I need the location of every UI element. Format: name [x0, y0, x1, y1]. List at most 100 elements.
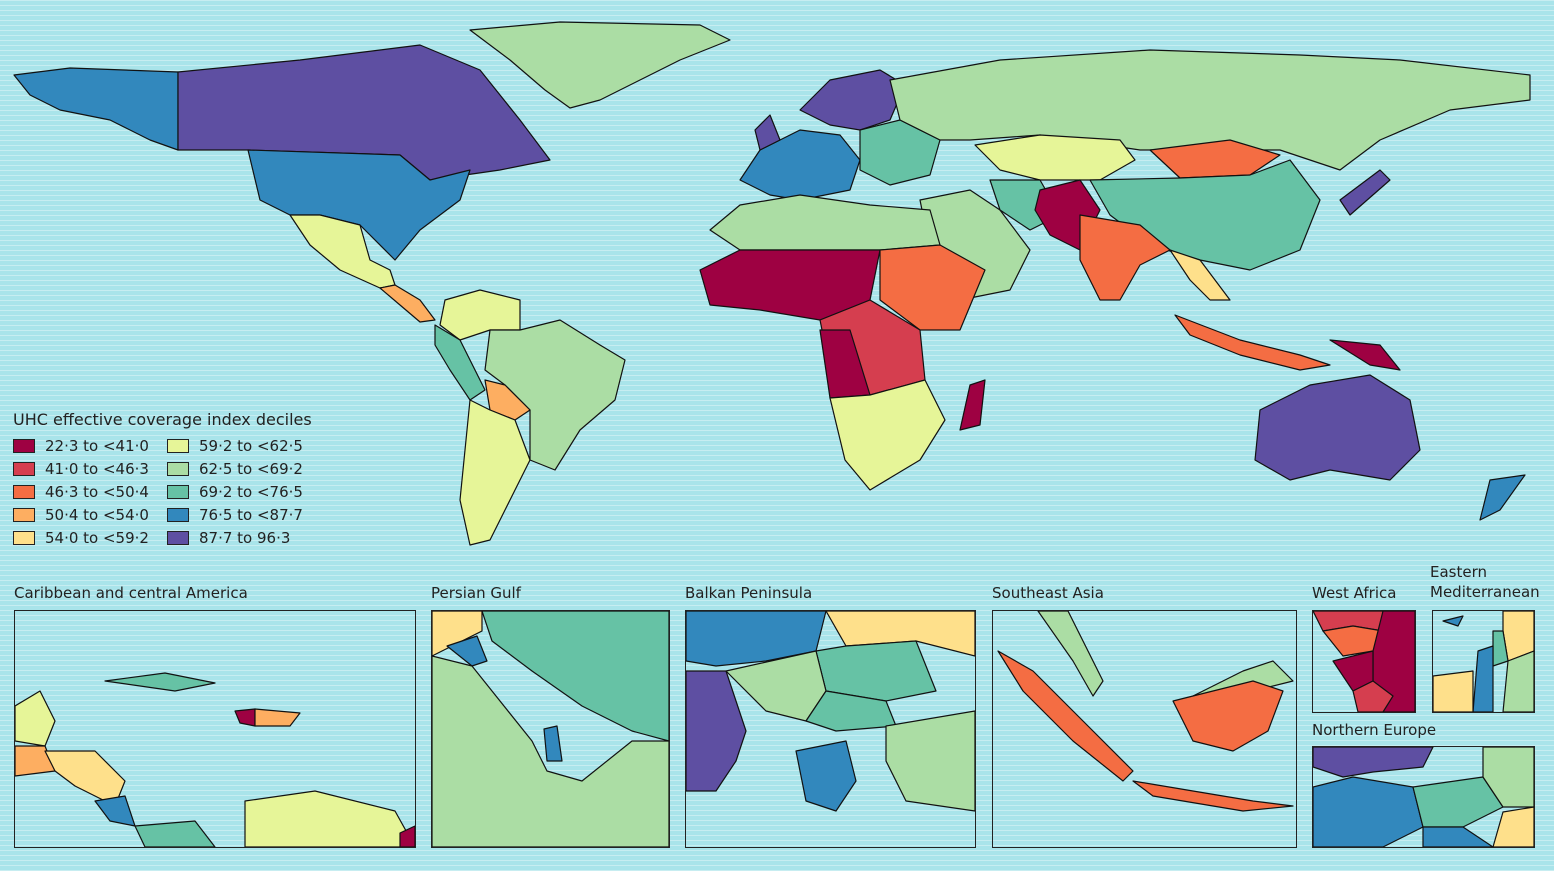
country-region [15, 690, 56, 747]
inset-balkan [685, 610, 976, 848]
country-region [1412, 776, 1504, 828]
region-east-africa [879, 244, 986, 331]
inset-caribbean [14, 610, 416, 848]
inset-balkan-map [686, 611, 975, 812]
inset-title-caribbean: Caribbean and central America [14, 584, 248, 602]
country-region [1352, 680, 1394, 712]
region-kazakhstan [974, 134, 1136, 181]
region-usa [247, 149, 471, 261]
country-region [885, 710, 975, 812]
inset-caribbean-map [15, 672, 415, 847]
country-region [1313, 776, 1424, 847]
legend-swatch [13, 531, 35, 545]
country-region [254, 708, 301, 727]
country-region [1422, 826, 1494, 847]
inset-southeast-asia-map [997, 611, 1294, 812]
legend-swatch [167, 485, 189, 499]
inset-west-africa-map [1313, 611, 1415, 712]
region-new-zealand [1479, 474, 1526, 521]
country-region [805, 690, 897, 732]
legend-item: 41·0 to <46·3 [13, 460, 167, 478]
inset-persian-gulf-map [432, 611, 669, 847]
region-scandinavia [799, 69, 906, 131]
inset-title-northern-europe: Northern Europe [1312, 721, 1437, 739]
region-canada [177, 44, 551, 181]
legend-item: 76·5 to <87·7 [167, 506, 317, 524]
legend-swatch [167, 462, 189, 476]
country-region [1442, 615, 1464, 627]
inset-northern-europe [1312, 746, 1535, 848]
legend-label: 59·2 to <62·5 [199, 437, 303, 455]
legend-title: UHC effective coverage index deciles [13, 410, 312, 429]
region-peru-ecuador [434, 324, 486, 401]
region-southeast-asia [1169, 249, 1231, 301]
country-region [1492, 806, 1534, 847]
legend-label: 62·5 to <69·2 [199, 460, 303, 478]
inset-title-southeast-asia: Southeast Asia [992, 584, 1104, 602]
legend-swatch [13, 508, 35, 522]
inset-eastern-med [1432, 610, 1535, 713]
country-region [997, 650, 1134, 782]
inset-title-balkan: Balkan Peninsula [685, 584, 813, 602]
country-region [399, 825, 415, 847]
region-indonesia [1174, 314, 1331, 371]
country-region [1502, 650, 1534, 712]
region-japan [1339, 169, 1391, 216]
region-argentina-chile [459, 399, 531, 546]
legend-item: 59·2 to <62·5 [167, 437, 317, 455]
region-madagascar [959, 379, 986, 431]
legend-item: 22·3 to <41·0 [13, 437, 167, 455]
country-region [686, 670, 747, 792]
inset-title-west-africa: West Africa [1312, 584, 1397, 602]
legend-label: 76·5 to <87·7 [199, 506, 303, 524]
legend-items: 22·3 to <41·0 59·2 to <62·5 41·0 to <46·3 6… [13, 437, 317, 547]
legend-item: 87·7 to 96·3 [167, 529, 317, 547]
legend-label: 54·0 to <59·2 [45, 529, 149, 547]
region-australia [1254, 374, 1421, 481]
country-region [134, 820, 216, 847]
country-region [432, 611, 483, 657]
legend-label: 87·7 to 96·3 [199, 529, 291, 547]
country-region [543, 725, 563, 762]
region-mongolia [1149, 139, 1281, 179]
legend-label: 41·0 to <46·3 [45, 460, 149, 478]
region-mexico [289, 214, 396, 289]
legend-swatch [13, 485, 35, 499]
region-russia [889, 49, 1531, 171]
legend-label: 46·3 to <50·4 [45, 483, 149, 501]
country-region [1472, 645, 1494, 712]
country-region [795, 740, 857, 812]
region-central-america [379, 284, 436, 323]
legend-item: 69·2 to <76·5 [167, 483, 317, 501]
region-india [1079, 214, 1171, 301]
region-uk [754, 114, 781, 151]
inset-title-eastern-med: Eastern Mediterranean [1430, 562, 1540, 602]
country-region [234, 708, 256, 727]
region-bolivia [484, 379, 531, 421]
region-greenland [469, 21, 731, 109]
legend-swatch [167, 439, 189, 453]
legend: UHC effective coverage index deciles 22·… [13, 410, 317, 547]
inset-title-persian-gulf: Persian Gulf [431, 584, 521, 602]
legend-swatch [13, 439, 35, 453]
country-region [1433, 670, 1474, 712]
legend-label: 22·3 to <41·0 [45, 437, 149, 455]
legend-label: 69·2 to <76·5 [199, 483, 303, 501]
legend-item: 46·3 to <50·4 [13, 483, 167, 501]
country-region [1132, 780, 1294, 812]
country-region [1372, 611, 1415, 712]
region-alaska [13, 67, 179, 151]
country-region [1172, 680, 1284, 752]
region-north-africa [709, 194, 941, 251]
country-region [244, 790, 415, 847]
country-region [104, 672, 216, 692]
inset-west-africa [1312, 610, 1416, 713]
region-southern-africa [829, 379, 946, 491]
legend-item: 54·0 to <59·2 [13, 529, 167, 547]
country-region [1313, 747, 1434, 778]
country-region [1037, 611, 1104, 697]
inset-persian-gulf [431, 610, 670, 848]
country-region [686, 611, 827, 667]
inset-title-eastern-med-text: Eastern Mediterranean [1430, 563, 1540, 601]
